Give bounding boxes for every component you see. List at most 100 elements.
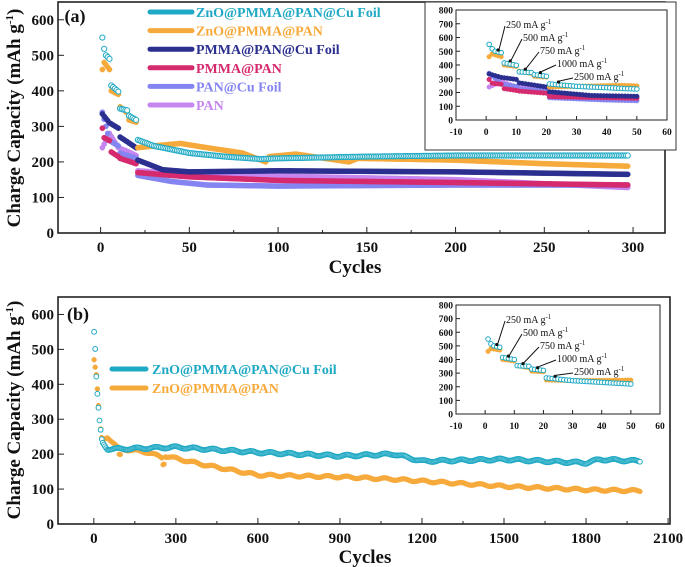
panel-a-data-point [99,125,106,132]
panel-b-data-point [91,357,97,363]
panel-b-inset-annotation-sup: -1 [545,313,551,321]
panel-b-data-point [93,373,100,380]
panel-b-inset-annotation-sup: -1 [618,365,624,373]
panel-a-y-axis-title-sup: -1 [4,15,16,24]
panel-a-inset-y-tick-label: 400 [439,62,454,72]
panel-b-inset-y-tick-label: 100 [439,397,454,407]
panel-b-data-point [92,346,99,352]
panel-b-data-point [91,328,97,335]
panel-a-data-point [106,66,113,73]
panel-b-inset-arrowhead-icon [506,354,511,358]
panel-b-inset-annotation-text: 250 mA g [506,315,545,326]
panel-b-inset-data-point [496,344,503,351]
panel-b-inset-y-tick-label: 700 [439,315,454,325]
panel-b-x-tick-label: 600 [247,531,270,547]
panel-a-inset-arrowhead-icon [508,59,512,63]
panel-a-inset-annotation-text: 250 mA g [506,20,545,31]
panel-b-y-tick-label: 500 [32,342,55,358]
panel-b-data-point [94,390,101,397]
panel-b-x-tick-label: 0 [90,531,98,547]
panel-b-label: (b) [67,304,89,325]
panel-a-legend-label: ZnO@PMMA@PAN [196,25,323,40]
panel-b-inset-x-tick-label: 10 [510,422,520,432]
panel-b-x-tick-label: 300 [165,531,188,547]
panel-a-inset-annotation: 250 mA g-1 [506,18,552,31]
panel-a-inset-annotation: 750 mA g-1 [540,44,586,57]
panel-b-inset-arrowhead-icon [521,362,525,366]
panel-a-inset-x-tick-label: 50 [632,128,642,138]
panel-a-data-point [624,163,631,170]
panel-a-x-tick-label: 50 [182,240,197,256]
panel-a-x-tick-label: 0 [97,240,105,256]
panel-a-inset-annotation-sup: -1 [601,57,607,65]
panel-b-y-tick-label: 200 [32,447,55,463]
panel-b-inset-y-tick-label: 300 [439,370,454,380]
panel-b-inset-data-point [628,381,634,387]
panel-b-inset-annotation-text: 500 mA g [523,328,562,339]
panel-a-inset-data-point [498,49,505,56]
panel-a-data-point [115,88,122,95]
panel-a-x-tick-label: 150 [356,240,379,256]
panel-a-data-point [624,152,631,159]
panel-a-y-tick-label: 100 [32,190,55,206]
panel-b-data-point [161,461,167,467]
panel-a-inset-arrowhead-icon [496,48,500,52]
panel-a-data-point [106,137,113,144]
panel-a-series-2 [99,111,631,178]
panel-a-inset-y-tick-label: 100 [439,103,454,113]
panel-a-y-tick-label: 300 [32,119,55,135]
panel-a-legend-label: PAN@Cu Foil [196,80,282,95]
panel-a-y-tick-label: 600 [32,13,55,29]
panel-a-series-0 [99,34,631,163]
panel-a-data-point [132,116,140,124]
panel-a-y-axis-title-end: ) [4,9,25,15]
panel-b-y-tick-label: 400 [32,377,55,393]
panel-a-inset-annotation-sup: -1 [579,44,585,52]
panel-b-inset-annotation: 750 mA g-1 [540,339,586,352]
panel-a-data-point [99,66,106,73]
panel-b-x-tick-label: 1200 [407,531,437,547]
panel-a-inset-y-tick-label: 700 [439,20,454,30]
panel-a-inset-y-tick-label: 500 [439,48,454,58]
panel-a-x-axis-title: Cycles [329,257,382,278]
panel-b-y-tick-label: 300 [32,412,55,428]
panel-b-inset-y-tick-label: 500 [439,342,454,352]
panel-a-inset-data-point [543,73,550,80]
panel-b-inset-annotation-text: 1000 mA g [557,354,601,365]
panel-b-inset-annotation-text: 2500 mA g [574,367,618,378]
panel-b-x-tick-label: 2100 [653,531,683,547]
panel-a-inset-x-tick-label: -10 [450,128,463,138]
panel-a-inset-y-tick-label: 800 [439,7,454,17]
panel-a-inset-y-tick-label: 200 [439,89,454,99]
panel-b-y-tick-label: 100 [32,482,55,498]
panel-b-y-axis-title: Charge Capacity (mAh g-1) [4,301,25,520]
panel-b-inset-annotation-sup: -1 [601,352,607,360]
panel-a-legend-label: PMMA@PAN [196,62,282,77]
panel-a-inset-data-point [634,86,640,92]
panel-a-inset-data-point [634,93,640,99]
panel-a-x-tick-label: 250 [533,240,556,256]
panel-a-x-tick-label: 200 [444,240,467,256]
panel-b-inset-annotation: 1000 mA g-1 [557,352,608,365]
panel-b-inset-x-tick-label: 40 [597,422,607,432]
panel-b-inset-x-tick-label: 0 [483,422,488,432]
panel-b-legend-label: ZnO@PMMA@PAN@Cu Foil [152,363,337,378]
panel-b-inset-y-tick-label: 600 [439,329,454,339]
panel-b-x-tick-label: 1800 [571,531,601,547]
panel-b-data-point [637,488,643,495]
panel-a-inset-data-point [498,81,504,87]
panel-a-data-point [624,182,631,188]
panel-a-data-point [101,45,108,53]
panel-a-inset-arrowhead-icon [538,71,543,75]
panel-b-data-point [637,458,643,465]
panel-a-inset-arrowhead-icon [556,80,561,84]
panel-b-x-axis-title: Cycles [339,547,392,567]
panel-a-inset-annotation-sup: -1 [562,31,568,39]
panel-a-y-tick-label: 500 [32,48,55,64]
panel-b-y-tick-label: 0 [47,517,55,533]
panel-b-y-axis-title-sup: -1 [4,307,16,316]
panel-a-data-point [115,143,122,149]
panel-a-inset-x-tick-label: 0 [484,128,489,138]
